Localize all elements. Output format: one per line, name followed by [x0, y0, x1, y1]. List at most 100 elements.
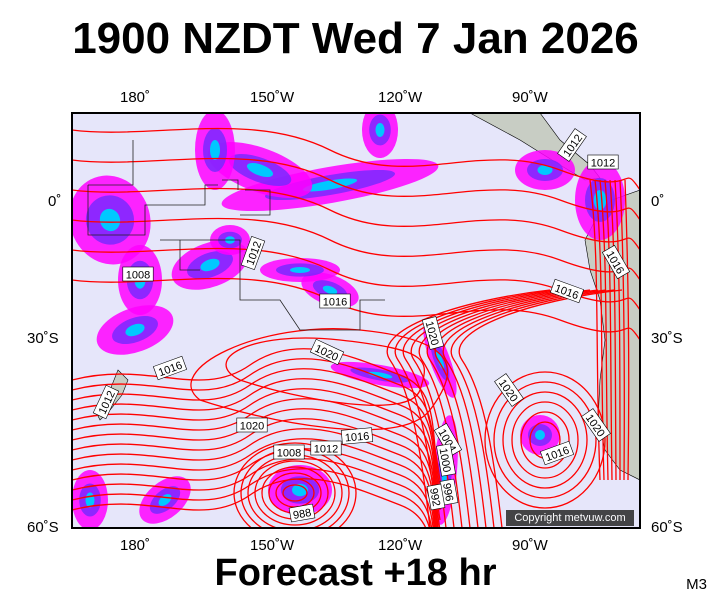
- isobar: [442, 289, 607, 528]
- rain-heavy: [375, 123, 385, 137]
- isobar: [72, 127, 640, 191]
- isobar-label-box: [340, 427, 374, 445]
- lat-label-left: 60˚S: [27, 519, 59, 536]
- isobar-label-box: [436, 443, 456, 477]
- isobar-label-box: [240, 235, 266, 271]
- isobar-label-text: 1008: [126, 270, 150, 282]
- isobar-low-centre: [233, 442, 357, 528]
- map-title: 1900 NZDT Wed 7 Jan 2026: [72, 14, 639, 63]
- isobar-high: [225, 337, 426, 406]
- rain-area: [515, 150, 575, 190]
- isobar-label-box: [310, 440, 342, 456]
- isobar: [72, 358, 441, 501]
- rain-area: [268, 465, 332, 515]
- isobar-label: 1008: [273, 444, 305, 460]
- precipitation-layer: [72, 113, 625, 528]
- lon-label-top: 120˚W: [378, 89, 423, 106]
- isobar-label-box: [539, 440, 575, 466]
- isobar-label: 1016: [340, 427, 374, 445]
- rain-heavy: [537, 165, 553, 175]
- isobar: [72, 277, 640, 341]
- isobar: [72, 458, 433, 528]
- boundary-line: [222, 179, 239, 190]
- rain-heavy: [593, 190, 607, 210]
- isobar-label: 1016: [319, 293, 351, 309]
- isobar-low-east: [502, 391, 588, 489]
- rain-heavy: [535, 430, 545, 440]
- isobar-label-box: [421, 316, 445, 350]
- isobar-coastal: [614, 179, 621, 481]
- rain-area: [362, 113, 398, 158]
- isobar: [72, 378, 441, 521]
- boundary-lines: [87, 140, 385, 331]
- lon-label-top: 150˚W: [250, 89, 295, 106]
- isobar-label-text: 1012: [591, 158, 615, 170]
- isobar-label-box: [601, 244, 631, 280]
- boundary-line: [240, 189, 271, 216]
- lon-label-top: 180˚: [120, 89, 151, 106]
- rain-heavy: [246, 163, 274, 177]
- isobar-label: 1012: [310, 440, 342, 456]
- isobar-low-east: [511, 401, 579, 479]
- rain-heavy: [99, 208, 121, 232]
- lon-label-bottom: 120˚W: [378, 537, 423, 554]
- isobar-label: 1008: [122, 266, 154, 282]
- isobar-label: 992: [426, 483, 446, 511]
- forecast-label: Forecast +18 hr: [214, 552, 497, 594]
- isobar: [394, 289, 559, 528]
- isobar: [72, 468, 431, 528]
- isobar-label-text: 1016: [323, 297, 347, 309]
- isobar-label: 1020: [236, 417, 268, 433]
- isobar-high: [190, 328, 449, 431]
- isobar-label: 1012: [587, 154, 619, 170]
- isobar-label-box: [549, 278, 585, 304]
- isobar-low-east: [493, 381, 597, 499]
- map-frame: [71, 112, 641, 529]
- isobar: [72, 368, 441, 511]
- lon-label-bottom: 180˚: [120, 537, 151, 554]
- isobar: [458, 289, 623, 528]
- isobar-label-text: 1000: [436, 447, 452, 473]
- isobar-label-text: 1020: [240, 421, 264, 433]
- isobar-label-text: 1012: [314, 444, 338, 456]
- rain-heavy: [292, 483, 308, 497]
- isobar-label-box: [581, 408, 611, 442]
- isobar-low-centre: [282, 484, 308, 502]
- isobar: [72, 478, 427, 528]
- lat-label-left: 30˚S: [27, 330, 59, 347]
- boundary-line: [160, 239, 385, 331]
- isobar-coastal: [609, 179, 617, 481]
- rain-heavy: [210, 140, 220, 160]
- rain-heavy: [435, 350, 445, 370]
- isobar-label-text: 1008: [277, 448, 301, 460]
- isobar-label-box: [426, 483, 446, 511]
- rain-heavy: [302, 178, 358, 192]
- isobar-label-text: 1016: [344, 430, 369, 444]
- isobar: [450, 289, 615, 528]
- rain-area: [96, 305, 174, 355]
- lon-label-bottom: 90˚W: [512, 537, 548, 554]
- rain-heavy: [290, 267, 310, 273]
- rain-heavy: [322, 285, 338, 295]
- isobar-label-box: [92, 384, 120, 420]
- lon-label-bottom: 150˚W: [250, 537, 295, 554]
- isobar-label-text: 988: [292, 507, 312, 522]
- isobar-label-box: [433, 422, 463, 458]
- boundary-line: [88, 140, 134, 186]
- lat-label-right: 60˚S: [651, 519, 683, 536]
- isobar-label-text: 992: [427, 487, 442, 507]
- lat-label-right: 30˚S: [651, 330, 683, 347]
- rain-heavy: [125, 323, 145, 337]
- boundary-line: [179, 240, 200, 271]
- isobar-label-box: [273, 444, 305, 460]
- isobar-layer: [72, 127, 640, 528]
- isobar-label-box: [236, 417, 268, 433]
- rain-area: [195, 113, 235, 190]
- isobar-label-box: [587, 154, 619, 170]
- isobar: [402, 289, 567, 528]
- model-label: M3: [686, 576, 707, 593]
- isobar: [426, 289, 591, 528]
- rain-area: [72, 470, 108, 528]
- isobar-low-centre: [254, 460, 336, 526]
